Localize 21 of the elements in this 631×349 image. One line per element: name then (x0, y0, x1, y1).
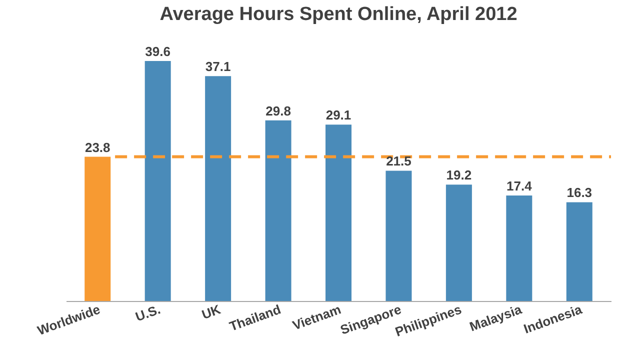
bar (205, 76, 232, 301)
chart-title: Average Hours Spent Online, April 2012 (160, 4, 518, 25)
data-label: 17.4 (506, 178, 533, 194)
x-tick-label: UK (200, 301, 224, 322)
bar (84, 156, 111, 301)
data-label: 39.6 (145, 44, 170, 59)
bar (265, 120, 292, 301)
data-label: 29.1 (326, 108, 352, 123)
bar (326, 124, 352, 301)
bar (566, 202, 592, 301)
data-label: 29.8 (266, 103, 291, 118)
bar (506, 196, 532, 301)
data-label: 21.5 (386, 154, 412, 169)
bar (144, 61, 171, 301)
data-label: 16.3 (566, 185, 592, 200)
bar (446, 184, 472, 301)
x-tick-label: U.S. (133, 302, 162, 324)
data-label: 23.8 (84, 140, 110, 155)
data-label: 37.1 (205, 59, 231, 74)
bar (386, 170, 412, 301)
data-label: 19.2 (446, 168, 472, 183)
